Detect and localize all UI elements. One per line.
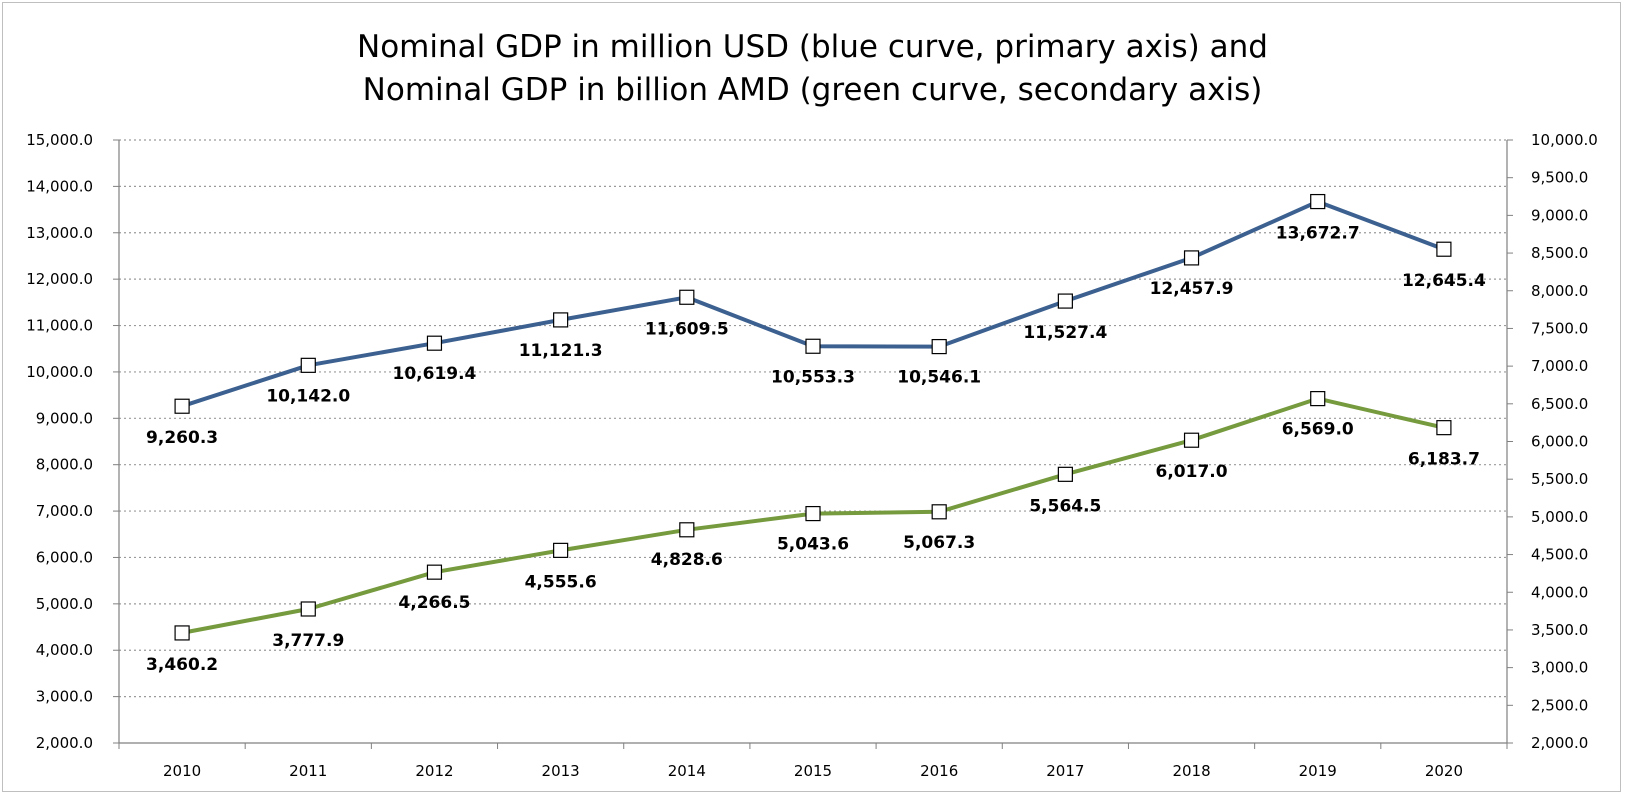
y-primary-tick-label: 4,000.0 <box>36 641 93 659</box>
series-secondary-marker <box>1310 391 1326 407</box>
series-primary-data-label: 12,457.9 <box>1150 279 1234 299</box>
y-primary-tick-label: 6,000.0 <box>36 548 93 566</box>
series-primary-data-label: 10,142.0 <box>266 386 350 406</box>
y-secondary-tick-label: 3,500.0 <box>1531 621 1588 639</box>
series-primary-marker <box>300 357 316 373</box>
series-primary-data-label: 12,645.4 <box>1402 271 1486 291</box>
series-primary-data-label: 10,546.1 <box>897 368 981 388</box>
series-secondary-data-label: 3,460.2 <box>146 655 218 675</box>
y-secondary-tick-label: 9,500.0 <box>1531 169 1588 187</box>
series-secondary-marker <box>679 522 695 538</box>
series-primary-marker <box>1183 250 1200 266</box>
y-primary-tick-label: 11,000.0 <box>26 317 93 335</box>
series-primary-data-label: 9,260.3 <box>146 428 218 448</box>
y-secondary-tick-label: 8,000.0 <box>1531 282 1588 300</box>
y-primary-tick-label: 13,000.0 <box>26 224 93 242</box>
x-tick-label: 2019 <box>1299 762 1337 780</box>
y-secondary-tick-label: 5,500.0 <box>1531 470 1588 488</box>
y-secondary-tick-label: 10,000.0 <box>1531 131 1598 149</box>
y-primary-tick-label: 15,000.0 <box>26 131 93 149</box>
series-primary-marker <box>1310 193 1326 210</box>
y-secondary-tick-label: 2,500.0 <box>1531 696 1588 714</box>
series-primary-data-label: 11,527.4 <box>1023 323 1107 343</box>
y-secondary-tick-label: 6,000.0 <box>1531 433 1588 451</box>
x-tick-label: 2012 <box>415 762 453 780</box>
series-secondary-marker <box>300 601 316 617</box>
series-primary-marker <box>931 338 947 355</box>
x-tick-label: 2020 <box>1425 762 1463 780</box>
series-primary-marker <box>174 398 190 414</box>
y-secondary-tick-label: 7,000.0 <box>1531 357 1588 375</box>
series-secondary-marker <box>426 564 443 580</box>
series-secondary-marker <box>1183 432 1200 448</box>
x-tick-label: 2016 <box>920 762 958 780</box>
series-secondary-marker <box>1436 420 1452 436</box>
series-secondary-marker <box>174 625 190 641</box>
y-primary-tick-label: 10,000.0 <box>26 363 93 381</box>
series-secondary-marker <box>805 505 821 522</box>
x-tick-label: 2015 <box>794 762 832 780</box>
series-secondary-data-label: 3,777.9 <box>272 631 344 651</box>
y-secondary-tick-label: 5,000.0 <box>1531 508 1588 526</box>
y-primary-tick-label: 5,000.0 <box>36 595 93 613</box>
series-primary-marker <box>679 289 695 305</box>
series-secondary-marker <box>931 504 947 520</box>
y-secondary-tick-label: 9,000.0 <box>1531 206 1588 224</box>
series-secondary-marker <box>553 542 569 558</box>
y-primary-tick-label: 8,000.0 <box>36 456 93 474</box>
series-secondary-data-label: 5,564.5 <box>1029 496 1101 516</box>
series-primary-marker <box>805 338 821 354</box>
y-primary-tick-label: 2,000.0 <box>36 734 93 752</box>
y-secondary-tick-label: 4,500.0 <box>1531 546 1588 564</box>
series-secondary-data-label: 4,266.5 <box>398 593 470 613</box>
x-tick-label: 2017 <box>1046 762 1084 780</box>
x-tick-label: 2018 <box>1172 762 1210 780</box>
chart-title-line-1: Nominal GDP in million USD (blue curve, … <box>357 29 1268 65</box>
series-primary-data-label: 10,619.4 <box>393 364 477 384</box>
y-secondary-tick-label: 7,500.0 <box>1531 319 1588 337</box>
y-secondary-tick-label: 8,500.0 <box>1531 244 1588 262</box>
series-secondary-data-label: 6,569.0 <box>1282 420 1354 440</box>
series-secondary-marker <box>1057 466 1073 482</box>
y-primary-tick-label: 3,000.0 <box>36 688 93 706</box>
x-tick-label: 2011 <box>289 762 327 780</box>
x-tick-label: 2010 <box>163 762 201 780</box>
series-secondary-data-label: 5,067.3 <box>903 533 975 553</box>
y-secondary-tick-label: 3,000.0 <box>1531 659 1588 677</box>
series-primary-data-label: 10,553.3 <box>771 367 855 387</box>
series-primary-data-label: 11,609.5 <box>645 319 729 339</box>
series-secondary-data-label: 5,043.6 <box>777 535 849 555</box>
x-tick-label: 2014 <box>668 762 706 780</box>
chart-title-line-2: Nominal GDP in billion AMD (green curve,… <box>362 72 1263 108</box>
y-secondary-tick-label: 4,000.0 <box>1531 583 1588 601</box>
series-primary-marker <box>426 335 443 351</box>
y-secondary-tick-label: 6,500.0 <box>1531 395 1588 413</box>
x-tick-label: 2013 <box>542 762 580 780</box>
series-primary-data-label: 11,121.3 <box>519 341 603 361</box>
y-primary-tick-label: 7,000.0 <box>36 502 93 520</box>
series-primary-marker <box>1057 293 1073 309</box>
y-primary-tick-label: 14,000.0 <box>26 177 93 195</box>
y-secondary-tick-label: 2,000.0 <box>1531 734 1588 752</box>
series-primary-marker <box>1436 241 1452 257</box>
series-primary-data-label: 13,672.7 <box>1276 224 1360 244</box>
series-primary-marker <box>553 312 569 328</box>
series-secondary-data-label: 6,183.7 <box>1408 450 1480 470</box>
y-primary-tick-label: 12,000.0 <box>26 270 93 288</box>
y-primary-tick-label: 9,000.0 <box>36 409 93 427</box>
series-secondary-data-label: 6,017.0 <box>1156 462 1228 482</box>
series-secondary-data-label: 4,828.6 <box>651 550 723 570</box>
series-secondary-data-label: 4,555.6 <box>525 572 597 592</box>
